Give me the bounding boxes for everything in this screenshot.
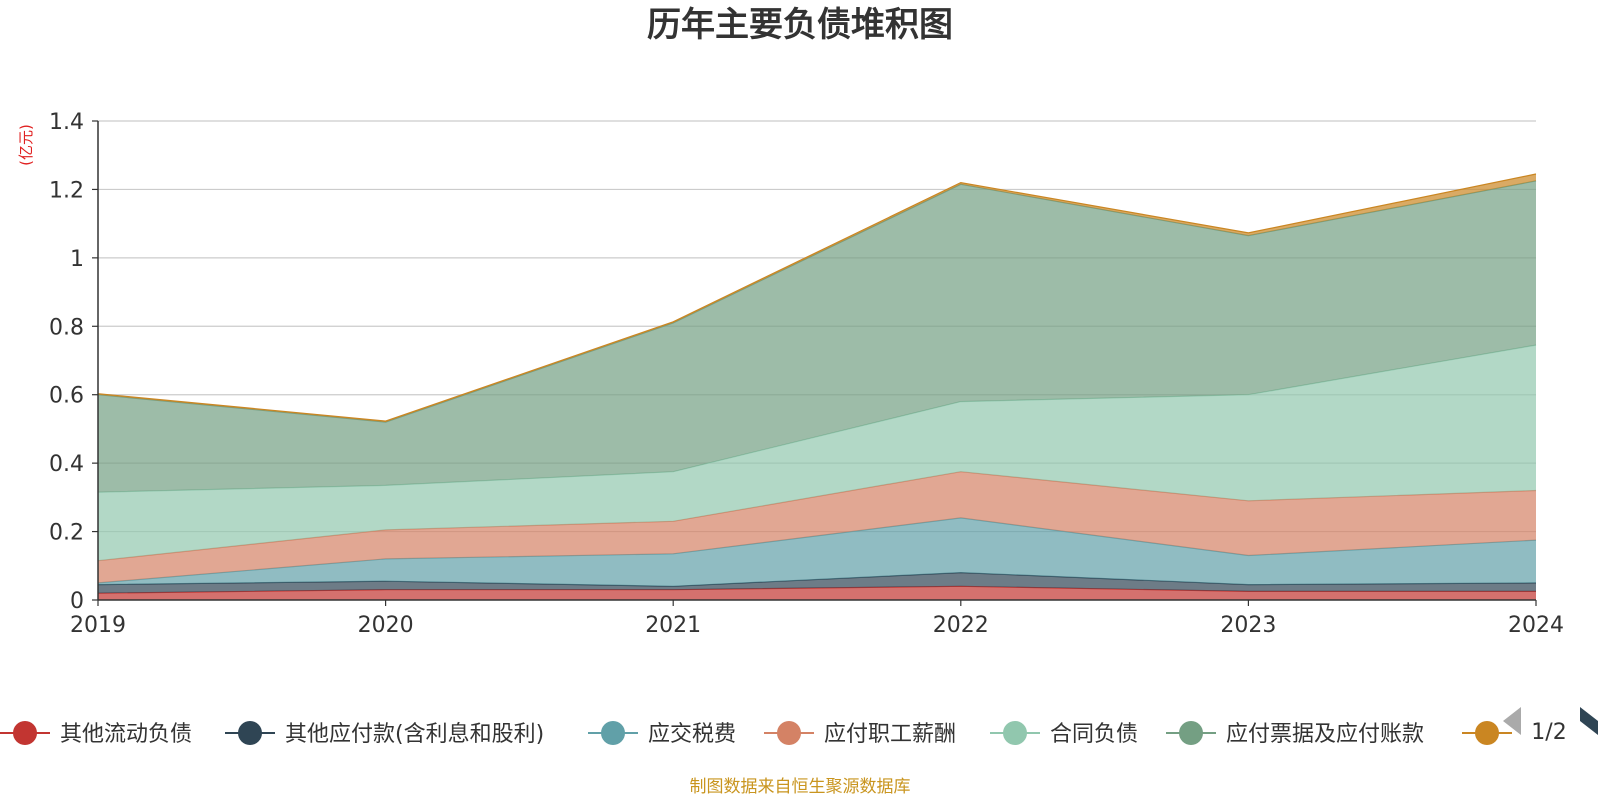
legend-marker-icon <box>13 721 37 745</box>
y-tick-label: 1.2 <box>49 178 84 203</box>
x-tick-label: 2021 <box>645 613 701 638</box>
legend: 其他流动负债 其他应付款(含利息和股利) 应交税费 应付职工薪酬 合同负债 应付票据及应付… <box>0 721 1512 747</box>
area-series-5 <box>98 345 1536 561</box>
legend-label: 其他应付款(含利息和股利) <box>285 722 544 747</box>
data-source-footer: 制图数据来自恒生聚源数据库 <box>690 777 911 797</box>
series-line-7 <box>97 173 1537 422</box>
legend-item-3[interactable]: 应交税费 <box>588 721 736 747</box>
y-tick-label: 1.4 <box>49 110 84 135</box>
legend-item-7[interactable] <box>1462 721 1512 745</box>
legend-next-page-icon[interactable] <box>1580 707 1598 735</box>
legend-item-6[interactable]: 应付票据及应付账款 <box>1166 721 1424 747</box>
y-tick-label: 0 <box>70 589 84 614</box>
x-tick-label: 2020 <box>358 613 414 638</box>
legend-item-2[interactable]: 其他应付款(含利息和股利) <box>225 721 544 747</box>
legend-marker-icon <box>238 721 262 745</box>
x-tick-label: 2023 <box>1220 613 1276 638</box>
legend-label: 其他流动负债 <box>60 722 192 747</box>
y-tick-label: 0.4 <box>49 452 84 477</box>
y-tick-label: 0.2 <box>49 521 84 546</box>
chart-title: 历年主要负债堆积图 <box>647 5 953 45</box>
y-tick-label: 0.8 <box>49 315 84 340</box>
legend-item-5[interactable]: 合同负债 <box>990 721 1138 747</box>
legend-label: 应付票据及应付账款 <box>1226 722 1424 747</box>
y-tick-label: 0.6 <box>49 384 84 409</box>
area-series-4 <box>98 471 1536 583</box>
y-axis-unit-label: (亿元) <box>17 124 35 166</box>
legend-pager: 1/2 <box>1503 707 1598 745</box>
legend-marker-icon <box>1475 721 1499 745</box>
legend-marker-icon <box>601 721 625 745</box>
stacked-areas <box>97 173 1537 600</box>
legend-item-1[interactable]: 其他流动负债 <box>0 721 192 747</box>
legend-marker-icon <box>1003 721 1027 745</box>
area-series-6 <box>98 180 1536 493</box>
legend-label: 合同负债 <box>1050 722 1138 747</box>
legend-label: 应交税费 <box>648 722 736 747</box>
legend-prev-page-icon[interactable] <box>1503 707 1521 735</box>
legend-label: 应付职工薪酬 <box>824 722 956 747</box>
legend-page-indicator: 1/2 <box>1531 720 1566 745</box>
axes: 0 0.2 0.4 0.6 0.8 1 1.2 1.4 2019 2020 2021 2022 2023… <box>49 110 1564 638</box>
y-tick-label: 1 <box>70 247 84 272</box>
legend-item-4[interactable]: 应付职工薪酬 <box>764 721 956 747</box>
area-series-2 <box>98 572 1536 594</box>
x-tick-label: 2022 <box>933 613 989 638</box>
area-series-3 <box>98 517 1536 587</box>
x-tick-label: 2024 <box>1508 613 1564 638</box>
x-tick-label: 2019 <box>70 613 126 638</box>
legend-marker-icon <box>777 721 801 745</box>
legend-marker-icon <box>1179 721 1203 745</box>
